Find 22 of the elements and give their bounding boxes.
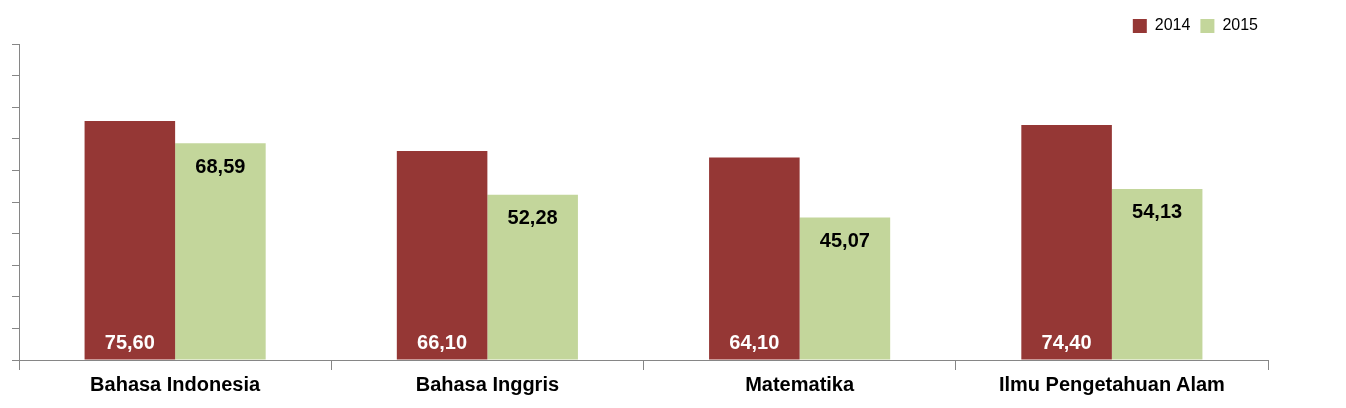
- data-label: 68,59: [195, 154, 246, 177]
- bar: [1021, 124, 1112, 360]
- x-tick-label: Ilmu Pengetahuan Alam: [998, 372, 1225, 395]
- data-label: 52,28: [507, 206, 558, 229]
- data-label: 75,60: [104, 331, 155, 354]
- bar: [709, 157, 800, 360]
- data-label: 66,10: [417, 331, 468, 354]
- data-label: 74,40: [1041, 331, 1092, 354]
- bar: [396, 151, 488, 360]
- data-label: 45,07: [819, 229, 870, 252]
- bar: [487, 194, 578, 360]
- data-label: 54,13: [1132, 200, 1183, 223]
- bar: [175, 143, 266, 360]
- bar: [84, 121, 176, 360]
- data-label: 64,10: [729, 331, 780, 354]
- x-tick-label: Bahasa Indonesia: [90, 372, 262, 395]
- bar: [799, 217, 891, 360]
- legend-label: 2015: [1222, 16, 1259, 34]
- x-tick-label: Matematika: [745, 372, 855, 395]
- legend-label: 2014: [1154, 16, 1191, 34]
- x-tick-label: Bahasa Inggris: [415, 372, 560, 395]
- bar: [1111, 188, 1203, 360]
